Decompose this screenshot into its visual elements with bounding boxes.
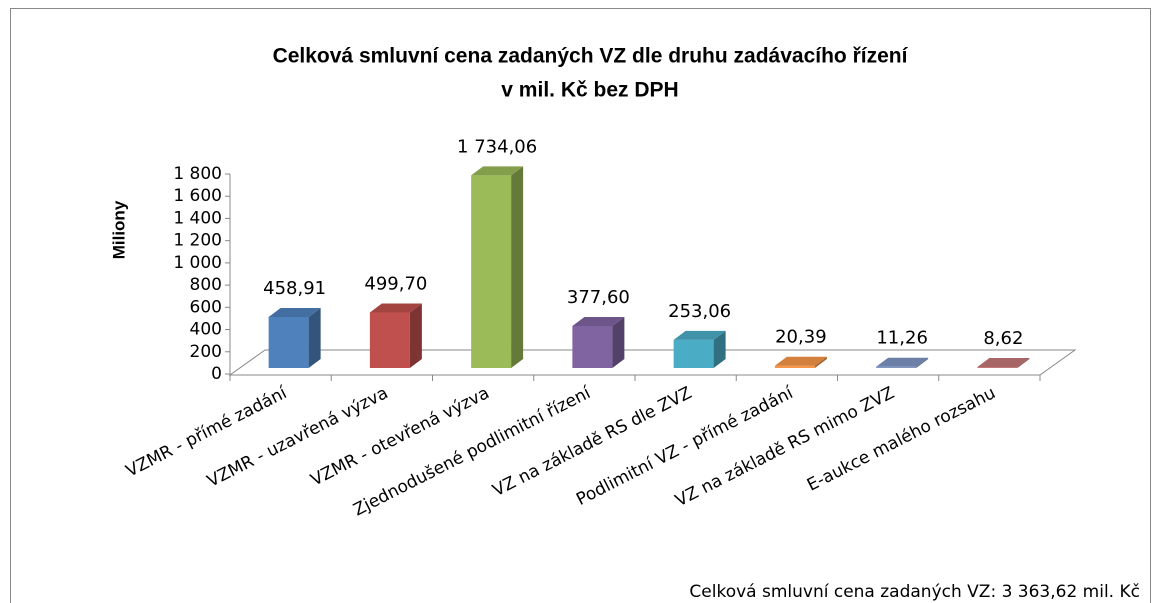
bar xyxy=(774,356,827,368)
bar-face xyxy=(268,317,309,368)
floor xyxy=(228,349,1077,376)
chart-frame xyxy=(10,8,1151,603)
bar xyxy=(977,358,1030,368)
bar-face xyxy=(268,308,321,318)
bar-face xyxy=(876,357,929,367)
y-tick-label: 200 xyxy=(190,342,222,362)
bar-face xyxy=(876,366,917,368)
y-tick-label: 1 600 xyxy=(173,186,222,206)
y-tick-label: 800 xyxy=(190,275,222,295)
bar-face xyxy=(572,326,613,368)
bar-face xyxy=(1017,358,1030,368)
bar-face xyxy=(471,166,524,176)
bar xyxy=(673,330,726,368)
bar xyxy=(572,317,625,368)
y-tick-label: 0 xyxy=(211,364,222,384)
bar-face xyxy=(977,358,1030,368)
bar xyxy=(876,357,929,368)
bar-face xyxy=(673,339,714,368)
bar-face xyxy=(814,356,827,368)
bar-face xyxy=(572,317,625,327)
value-label: 499,70 xyxy=(364,273,427,294)
bar xyxy=(268,308,321,368)
y-tick-label: 1 000 xyxy=(173,253,222,273)
y-axis-label: Miliony xyxy=(109,200,128,259)
bar-face xyxy=(673,330,726,340)
y-tick-label: 400 xyxy=(190,320,222,340)
y-tick-label: 1 800 xyxy=(173,164,222,184)
chart-title: v mil. Kč bez DPH xyxy=(501,79,678,102)
bar-face xyxy=(511,166,524,368)
chart-title: Celková smluvní cena zadaných VZ dle dru… xyxy=(273,45,909,68)
bar xyxy=(369,303,422,368)
bar-face xyxy=(409,303,422,368)
value-label: 11,26 xyxy=(876,328,928,349)
bar-face xyxy=(774,356,827,366)
y-tick-label: 1 400 xyxy=(173,208,222,228)
bar-face xyxy=(369,303,422,313)
bar-face xyxy=(612,317,625,368)
value-label: 8,62 xyxy=(983,328,1023,349)
bar-face xyxy=(308,308,321,368)
bar-face xyxy=(369,312,410,368)
value-label: 1 734,06 xyxy=(457,136,537,157)
bar-face xyxy=(713,330,726,368)
annotation: Celková smluvní cena zadaných VZ: 3 363,… xyxy=(689,582,1140,602)
bar xyxy=(471,166,524,368)
bar-face xyxy=(471,175,512,368)
bar-face xyxy=(977,367,1018,368)
value-label: 458,91 xyxy=(263,278,326,299)
y-tick-label: 600 xyxy=(190,297,222,317)
value-label: 20,39 xyxy=(775,327,827,348)
value-label: 377,60 xyxy=(567,287,630,308)
bar-face xyxy=(774,365,815,368)
value-label: 253,06 xyxy=(668,301,731,322)
y-tick-label: 1 200 xyxy=(173,231,222,251)
bar-face xyxy=(916,357,929,368)
